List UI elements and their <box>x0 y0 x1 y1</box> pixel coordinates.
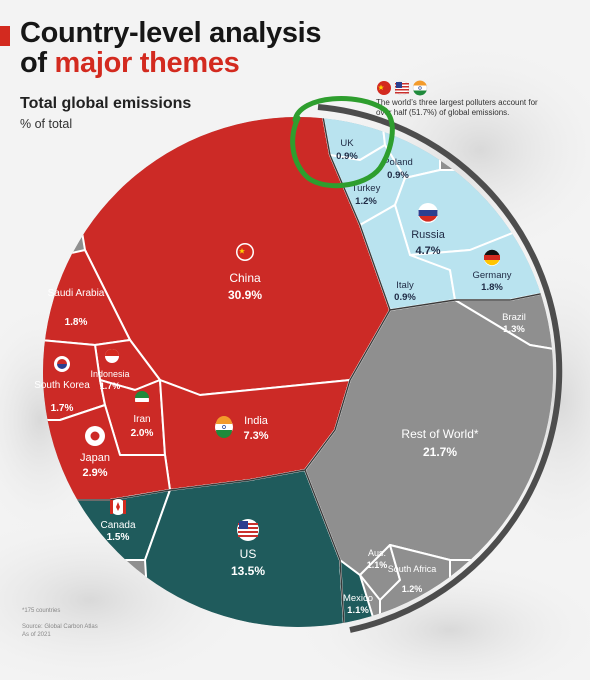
label-japan-value: 2.9% <box>82 467 107 479</box>
source-note: *175 countries Source: Global Carbon Atl… <box>22 607 98 639</box>
label-russia-value: 4.7% <box>415 245 440 257</box>
title-line-2: of major themes <box>20 48 321 78</box>
india-flag-icon <box>412 80 428 96</box>
label-uk-value: 0.9% <box>336 151 358 162</box>
iran-flag-icon <box>135 391 149 409</box>
label-saudi-arabia-name: Saudi Arabia <box>48 288 105 299</box>
label-italy-name: Italy <box>396 280 414 291</box>
label-saudi-arabia-value: 1.8% <box>65 317 88 328</box>
label-indonesia-name: Indonesia <box>90 369 129 379</box>
label-germany-name: Germany <box>472 270 511 281</box>
source-line-1: Source: Global Carbon Atlas <box>22 624 98 630</box>
label-japan-name: Japan <box>80 452 110 464</box>
label-rest-of-world-name: Rest of World* <box>401 427 478 441</box>
page-title: Country-level analysis of major themes <box>20 17 322 78</box>
label-italy-value: 0.9% <box>394 292 416 303</box>
label-us-value: 13.5% <box>231 564 265 578</box>
label-iran-value: 2.0% <box>131 428 154 439</box>
label-india-value: 7.3% <box>243 430 268 442</box>
source-line-2: As of 2021 <box>22 632 51 638</box>
label-indonesia-value: 1.7% <box>100 381 121 391</box>
us-flag-icon <box>237 519 259 541</box>
label-poland-value: 0.9% <box>387 170 409 181</box>
chart-unit: % of total <box>20 117 73 131</box>
label-poland-name: Poland <box>383 157 413 168</box>
label-germany-value: 1.8% <box>481 282 503 293</box>
label-china-name: China <box>229 271 261 285</box>
canada-flag-icon <box>110 499 126 515</box>
us-flag-icon <box>394 80 410 96</box>
china-flag-icon <box>377 81 391 95</box>
label-south-africa-name: South Africa <box>388 564 437 574</box>
label-turkey-name: Turkey <box>352 183 381 194</box>
label-turkey-value: 1.2% <box>355 196 377 207</box>
label-south-korea-name: South Korea <box>34 380 90 391</box>
top-polluters-flags <box>377 80 428 96</box>
label-canada-value: 1.5% <box>107 532 130 543</box>
india-flag-icon <box>215 416 233 438</box>
annotation-circle <box>290 96 395 189</box>
label-south-africa-line1: South Africa <box>388 564 437 574</box>
label-rest-of-world-value: 21.7% <box>423 445 457 459</box>
callout-text: The world’s three largest polluters acco… <box>376 98 538 117</box>
label-us-name: US <box>240 547 257 561</box>
label-uk-name: UK <box>340 138 354 149</box>
title-accent-bar <box>0 26 10 46</box>
label-australia-name: Aus. <box>368 548 386 558</box>
label-russia-name: Russia <box>411 229 446 241</box>
cell-labels: China 30.9% India 7.3% Japan 2.9% Iran 2… <box>34 138 526 616</box>
south-korea-flag-icon <box>54 356 70 372</box>
label-australia-value: 1.1% <box>367 560 388 570</box>
chart-subtitle: Total global emissions <box>20 95 192 112</box>
label-brazil-value: 1.3% <box>503 324 525 335</box>
label-iran-name: Iran <box>133 414 150 425</box>
footnote-text: *175 countries <box>22 608 61 614</box>
label-canada-name: Canada <box>100 520 135 531</box>
outer-ring-arc <box>317 104 563 633</box>
label-mexico-name: Mexico <box>343 593 373 604</box>
group-borders <box>43 117 553 627</box>
label-south-africa-value: 1.2% <box>402 584 423 594</box>
label-india-name: India <box>244 415 269 427</box>
label-saudi-arabia-line1: Saudi Arabia <box>48 288 105 299</box>
title-line-2-highlight: major themes <box>54 47 240 79</box>
title-line-1: Country-level analysis <box>20 17 322 49</box>
china-flag-icon <box>236 243 254 261</box>
label-south-korea-value: 1.7% <box>51 403 74 414</box>
russia-flag-icon <box>418 203 438 223</box>
indonesia-flag-icon <box>105 349 119 363</box>
germany-flag-icon <box>484 249 500 266</box>
title-line-2-prefix: of <box>20 47 55 79</box>
label-mexico-value: 1.1% <box>347 605 369 616</box>
label-brazil-name: Brazil <box>502 312 526 323</box>
label-china-value: 30.9% <box>228 288 262 302</box>
japan-flag-icon <box>85 426 105 446</box>
